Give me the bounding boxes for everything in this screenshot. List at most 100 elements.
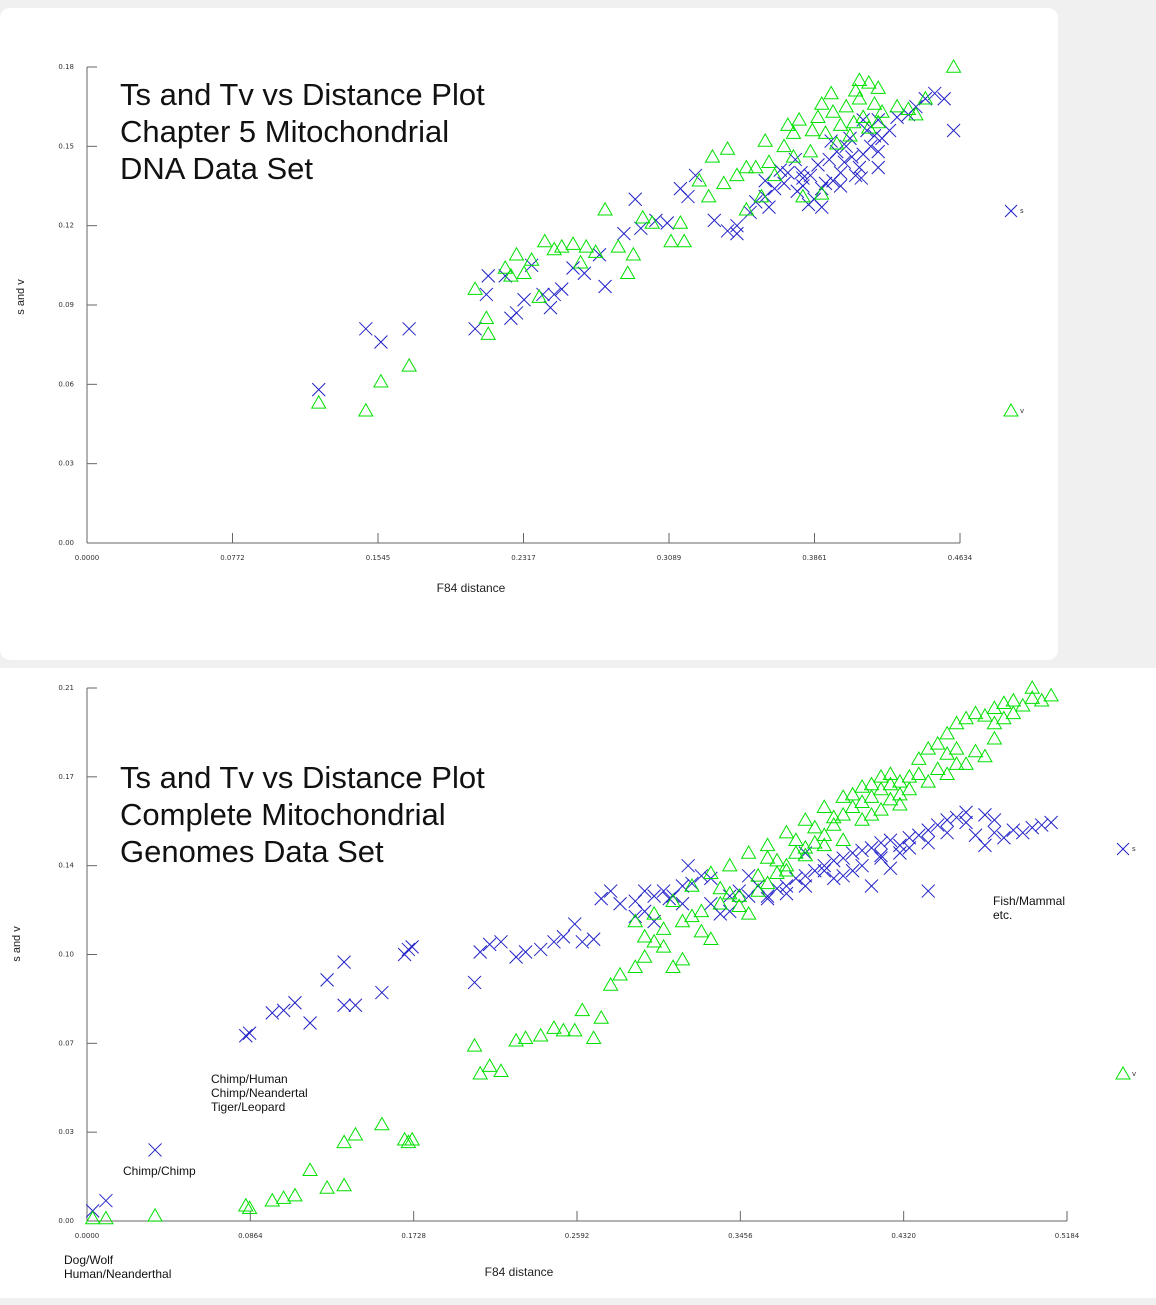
- data-point-s: [675, 896, 690, 911]
- data-point-s: [959, 805, 973, 820]
- data-point-v: [702, 865, 719, 880]
- data-point-s: [547, 287, 562, 302]
- y-tick-label: 0.00: [58, 539, 74, 547]
- data-point-s: [829, 144, 844, 159]
- y-axis-title: s and v: [11, 926, 23, 962]
- data-point-s: [467, 975, 482, 990]
- data-point-v: [747, 159, 764, 174]
- bottom-chart-panel: [0, 668, 1156, 1298]
- data-point-v: [855, 109, 872, 123]
- data-point-v: [566, 1022, 583, 1037]
- data-point-v: [1043, 687, 1059, 702]
- data-point-v: [842, 127, 858, 142]
- data-point-v: [553, 238, 570, 253]
- data-point-v: [665, 893, 681, 907]
- x-tick-label: 0.4634: [948, 554, 973, 562]
- x-tick-label: 0.3089: [657, 554, 682, 562]
- data-point-s: [468, 321, 482, 336]
- data-point-s: [871, 144, 886, 159]
- data-point-s: [554, 282, 569, 296]
- data-point-s: [337, 955, 351, 969]
- data-point-s: [893, 846, 907, 860]
- data-point-s: [337, 998, 351, 1013]
- data-point-v: [901, 781, 918, 796]
- data-point-v: [610, 238, 627, 253]
- data-point-v: [779, 117, 796, 131]
- data-point-v: [585, 1030, 602, 1045]
- data-point-s: [402, 321, 417, 336]
- data-point-s: [533, 942, 548, 957]
- data-point-s: [276, 1003, 291, 1018]
- data-point-v: [900, 101, 917, 116]
- y-tick-label: 0.12: [58, 222, 74, 230]
- data-point-v: [644, 215, 661, 229]
- data-point-v: [908, 106, 924, 121]
- data-point-s: [814, 200, 829, 215]
- x-tick-label: 0.3861: [802, 554, 827, 562]
- data-point-s: [826, 173, 840, 188]
- data-point-v: [929, 735, 946, 750]
- data-point-s: [760, 889, 775, 903]
- data-point-v: [516, 265, 532, 280]
- data-point-s: [826, 871, 841, 886]
- data-point-s: [930, 818, 945, 832]
- y-tick-label: 0.21: [58, 684, 74, 692]
- data-point-v: [578, 238, 595, 253]
- data-point-v: [546, 1020, 562, 1034]
- data-point-s: [779, 879, 794, 893]
- x-tick-label: 0.2317: [511, 554, 536, 562]
- data-point-v: [593, 1009, 610, 1024]
- y-tick-label: 0.00: [58, 1217, 74, 1225]
- data-point-v: [778, 824, 795, 839]
- x-tick-label: 0.0000: [75, 554, 100, 562]
- data-point-s: [940, 825, 955, 840]
- data-point-v: [565, 236, 581, 250]
- data-point-v: [844, 786, 861, 801]
- data-point-v: [791, 111, 807, 126]
- bottom-chart-title: Ts and Tv vs Distance Plot Complete Mito…: [120, 759, 485, 870]
- data-point-s: [722, 904, 737, 919]
- data-point-s: [874, 848, 888, 863]
- data-point-v: [860, 74, 877, 89]
- x-axis-title: F84 distance: [437, 581, 506, 595]
- x-tick-label: 0.0772: [220, 554, 245, 562]
- data-point-s: [577, 266, 592, 281]
- annotation-dog-wolf: Dog/Wolf Human/Neanderthal: [64, 1253, 172, 1281]
- data-point-v: [587, 244, 604, 258]
- data-point-s: [518, 945, 533, 959]
- data-point-s: [874, 835, 888, 850]
- data-point-v: [310, 394, 327, 409]
- data-point-v: [373, 373, 389, 388]
- y-tick-label: 0.18: [58, 63, 74, 71]
- data-point-v: [995, 710, 1012, 725]
- data-point-v: [892, 773, 908, 788]
- data-point-v: [655, 938, 672, 953]
- data-point-s: [720, 224, 735, 238]
- data-point-s: [375, 985, 389, 1000]
- data-point-v: [802, 143, 819, 158]
- data-point-s: [762, 200, 776, 215]
- y-tick-label: 0.14: [58, 862, 74, 870]
- data-point-v: [750, 867, 766, 882]
- data-point-v: [759, 837, 776, 852]
- data-point-s: [997, 830, 1011, 845]
- data-point-s: [1015, 825, 1030, 840]
- data-point-v: [778, 862, 795, 877]
- data-point-s: [1044, 815, 1058, 830]
- data-point-s: [743, 205, 757, 220]
- data-point-s: [937, 91, 952, 106]
- data-point-v: [646, 905, 662, 920]
- data-point-v: [778, 857, 795, 872]
- data-point-s: [788, 152, 803, 167]
- data-point-v: [810, 109, 826, 123]
- top-scatter-plot: 0.00 0.03 0.06 0.09 0.12 0.15 0.18 0.0000 0.0772…: [15, 58, 1024, 595]
- data-point-v: [835, 832, 852, 847]
- data-point-v: [785, 125, 802, 139]
- data-point-v: [721, 885, 738, 900]
- data-point-v: [98, 1210, 114, 1225]
- data-point-s: [148, 1143, 162, 1157]
- data-point-s: [481, 269, 496, 283]
- y-tick-label: 0.03: [58, 460, 74, 468]
- data-point-v: [721, 857, 738, 872]
- data-point-v: [967, 743, 984, 758]
